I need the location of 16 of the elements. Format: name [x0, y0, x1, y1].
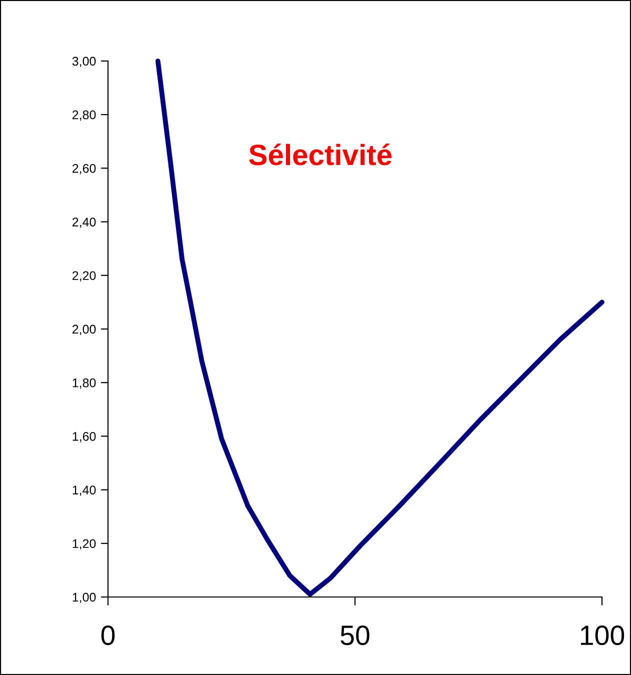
- y-tick-label: 2,40: [72, 218, 96, 228]
- y-tick-label: 1,40: [72, 486, 96, 496]
- y-tick-label: 1,60: [72, 432, 96, 442]
- line-series: [155, 58, 604, 597]
- y-tick-label: 3,00: [72, 56, 96, 68]
- y-tick-label: 2,20: [72, 271, 96, 282]
- y-tick-label: 1,20: [72, 539, 96, 550]
- y-tick-label: 2,60: [72, 164, 96, 174]
- y-tick-label: 1,00: [72, 592, 96, 604]
- y-tick-label: 2,00: [72, 324, 96, 336]
- x-tick-label: 0: [101, 626, 115, 646]
- x-tick-label: 50: [340, 626, 370, 646]
- y-tick-label: 1,80: [72, 378, 96, 389]
- text: Sélectivité: [249, 144, 392, 166]
- x-tick-label: 100: [580, 626, 624, 646]
- y-tick-label: 2,80: [72, 110, 96, 121]
